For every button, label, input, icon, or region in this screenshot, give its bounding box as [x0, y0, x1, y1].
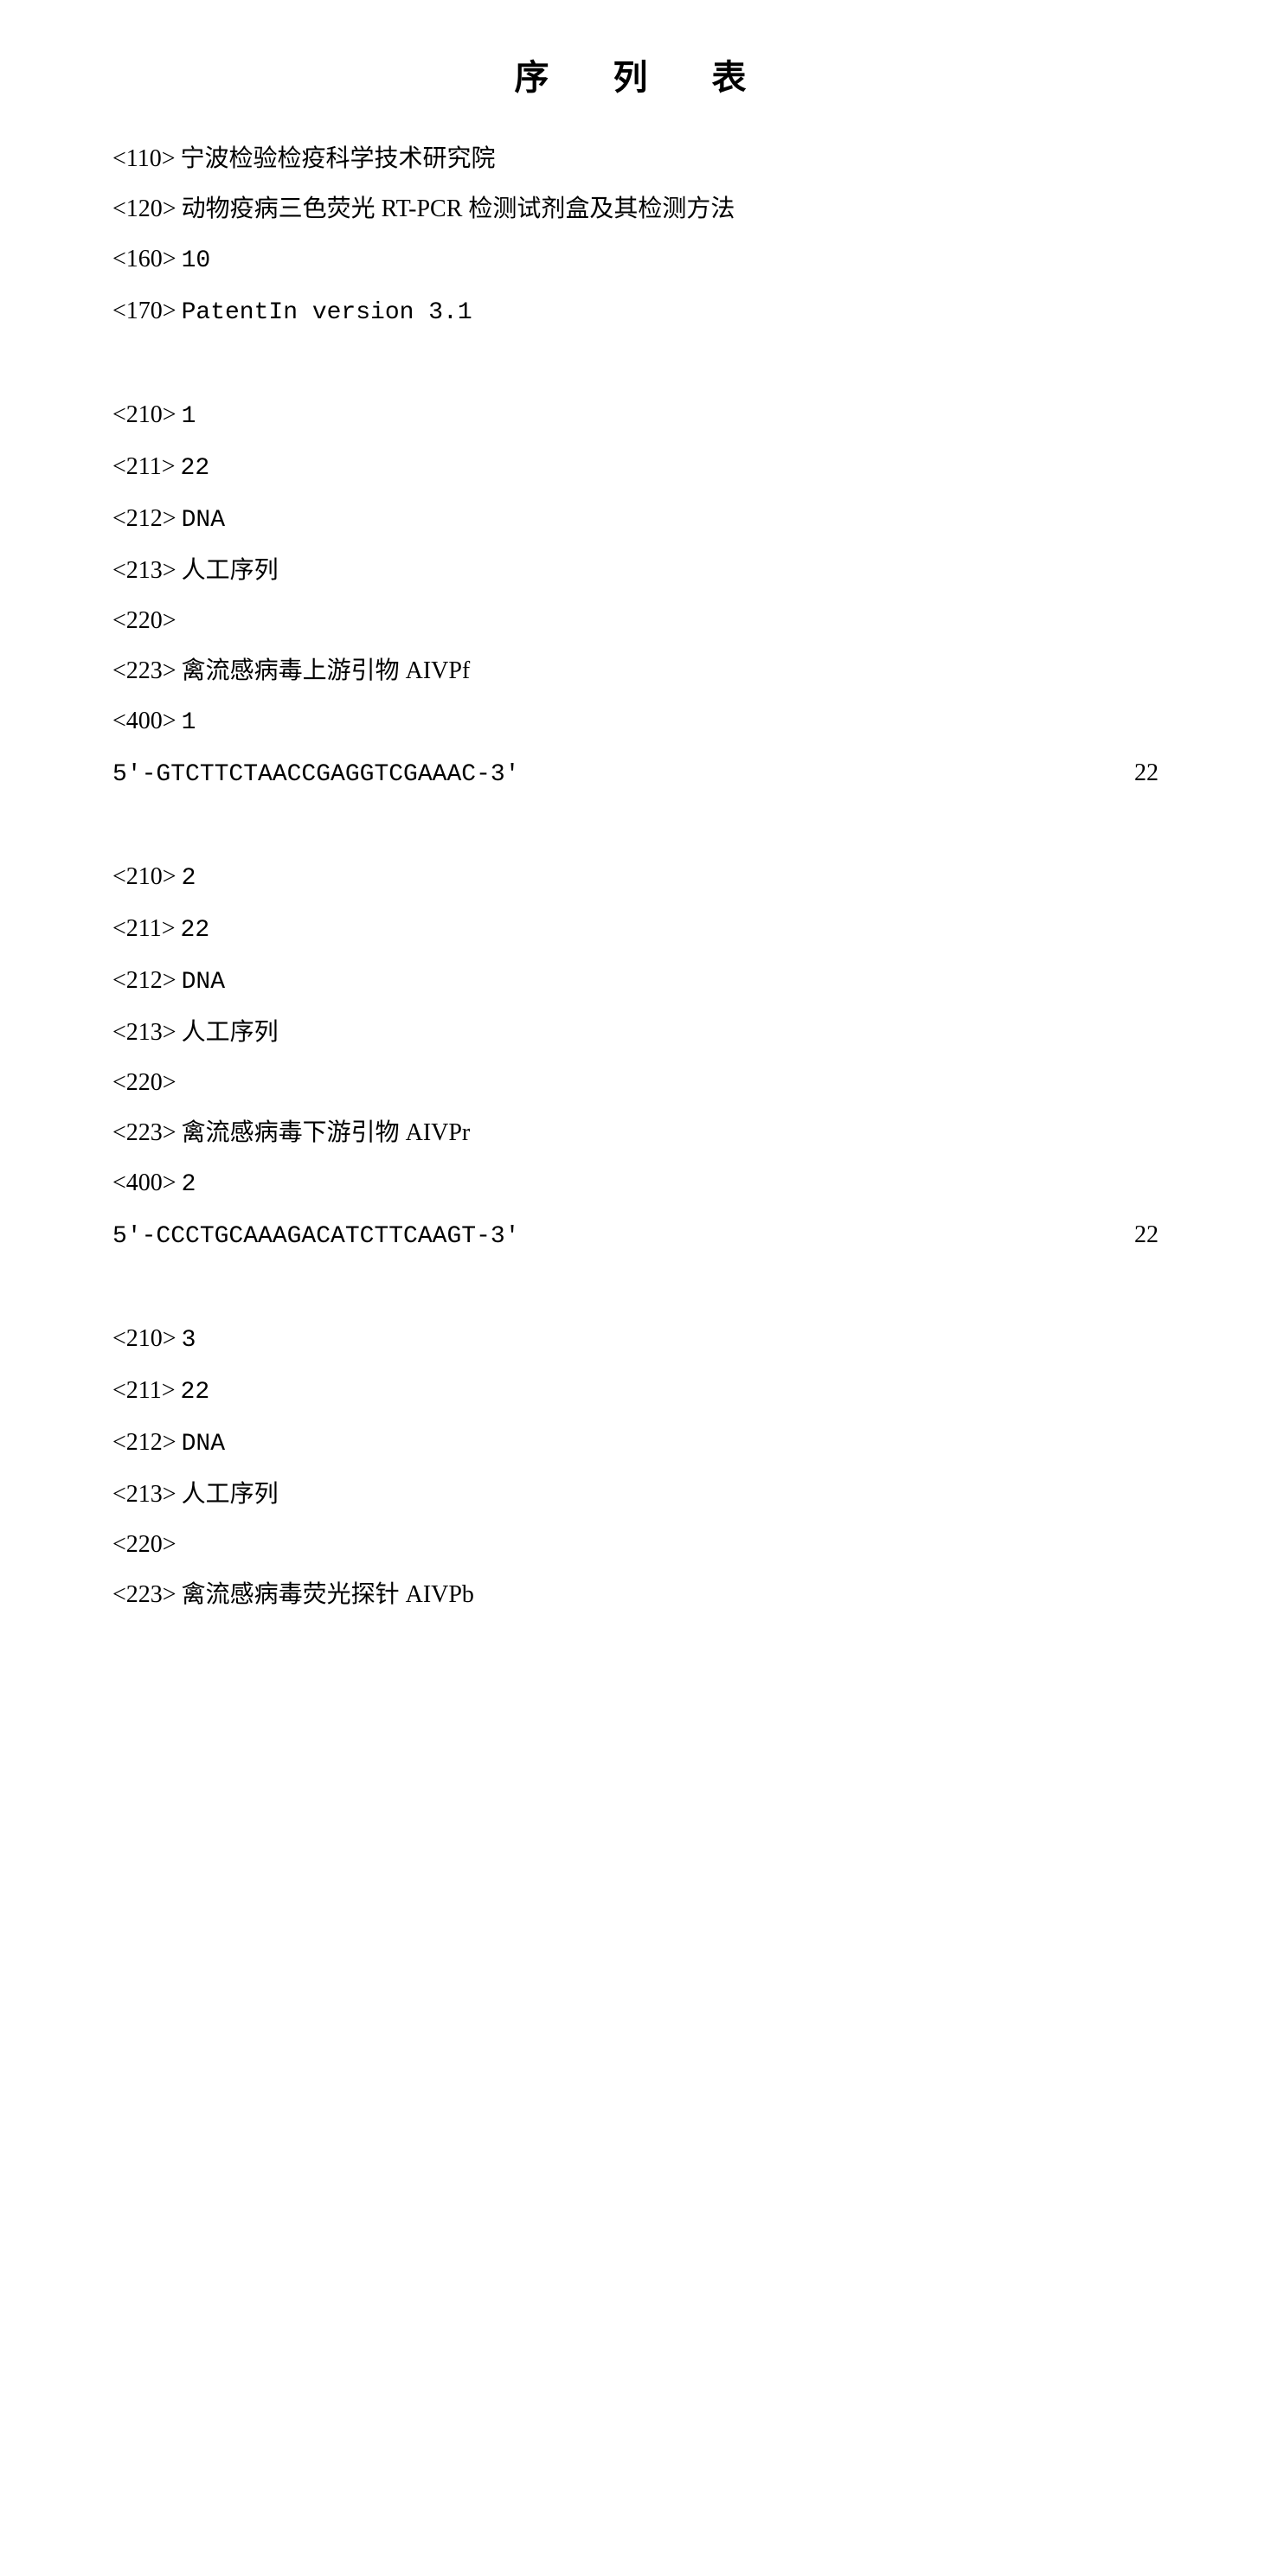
- val-213: 人工序列: [182, 559, 279, 583]
- tag-213: <213>: [112, 559, 177, 583]
- seq2-210: <210> 2: [112, 865, 1176, 891]
- val-223: 禽流感病毒荧光探针 AIVPb: [182, 1583, 474, 1607]
- val-213: 人工序列: [182, 1021, 279, 1045]
- seq1-212: <212> DNA: [112, 507, 1176, 533]
- seq2-sequence-row: 5′-CCCTGCAAAGACATCTTCAAGT-3′ 22: [112, 1223, 1176, 1249]
- val-211: 22: [181, 1381, 210, 1405]
- seq1-400: <400> 1: [112, 709, 1176, 735]
- gap: [112, 1275, 1176, 1327]
- tag-120: <120>: [112, 197, 177, 221]
- val-211: 22: [181, 457, 210, 481]
- tag-212: <212>: [112, 969, 177, 993]
- seq1-213: <213> 人工序列: [112, 559, 1176, 583]
- tag-220: <220>: [112, 1533, 177, 1557]
- seq1-length: 22: [1134, 761, 1176, 785]
- val-110: 宁波检验检疫科学技术研究院: [181, 147, 496, 171]
- val-170: PatentIn version 3.1: [182, 301, 472, 325]
- seq2-212: <212> DNA: [112, 969, 1176, 995]
- val-212: DNA: [182, 1432, 225, 1457]
- tag-223: <223>: [112, 1583, 177, 1607]
- tag-400: <400>: [112, 709, 177, 734]
- tag-160: <160>: [112, 247, 177, 272]
- val-400: 1: [182, 711, 196, 735]
- seq1-220: <220>: [112, 609, 1176, 633]
- tag-220: <220>: [112, 609, 177, 633]
- val-223: 禽流感病毒上游引物 AIVPf: [182, 659, 471, 683]
- tag-211: <211>: [112, 917, 176, 941]
- seq1-211: <211> 22: [112, 455, 1176, 481]
- seq1-210: <210> 1: [112, 403, 1176, 429]
- val-213: 人工序列: [182, 1483, 279, 1507]
- tag-213: <213>: [112, 1021, 177, 1045]
- tag-400: <400>: [112, 1171, 177, 1195]
- entry-120: <120> 动物疫病三色荧光 RT-PCR 检测试剂盒及其检测方法: [112, 197, 1176, 221]
- seq3-212: <212> DNA: [112, 1431, 1176, 1457]
- val-210: 2: [182, 867, 196, 891]
- seq2-400: <400> 2: [112, 1171, 1176, 1197]
- val-212: DNA: [182, 971, 225, 995]
- seq2-sequence: 5′-CCCTGCAAAGACATCTTCAAGT-3′: [112, 1225, 519, 1249]
- tag-110: <110>: [112, 147, 176, 171]
- seq2-223: <223> 禽流感病毒下游引物 AIVPr: [112, 1121, 1176, 1145]
- val-160: 10: [182, 249, 211, 273]
- seq3-223: <223> 禽流感病毒荧光探针 AIVPb: [112, 1583, 1176, 1607]
- val-223: 禽流感病毒下游引物 AIVPr: [182, 1121, 471, 1145]
- seq1-223: <223> 禽流感病毒上游引物 AIVPf: [112, 659, 1176, 683]
- seq2-220: <220>: [112, 1071, 1176, 1095]
- val-210: 3: [182, 1329, 196, 1353]
- tag-220: <220>: [112, 1071, 177, 1095]
- val-212: DNA: [182, 509, 225, 533]
- gap: [112, 813, 1176, 865]
- val-211: 22: [181, 919, 210, 943]
- seq1-sequence: 5′-GTCTTCTAACCGAGGTCGAAAC-3′: [112, 763, 519, 787]
- seq3-210: <210> 3: [112, 1327, 1176, 1353]
- tag-211: <211>: [112, 1379, 176, 1403]
- tag-223: <223>: [112, 659, 177, 683]
- tag-170: <170>: [112, 299, 177, 324]
- tag-213: <213>: [112, 1483, 177, 1507]
- tag-212: <212>: [112, 1431, 177, 1455]
- val-120: 动物疫病三色荧光 RT-PCR 检测试剂盒及其检测方法: [182, 197, 735, 221]
- entry-170: <170> PatentIn version 3.1: [112, 299, 1176, 325]
- tag-210: <210>: [112, 1327, 177, 1351]
- tag-223: <223>: [112, 1121, 177, 1145]
- val-400: 2: [182, 1173, 196, 1197]
- val-210: 1: [182, 405, 196, 429]
- seq2-211: <211> 22: [112, 917, 1176, 943]
- tag-212: <212>: [112, 507, 177, 531]
- tag-210: <210>: [112, 865, 177, 889]
- seq3-211: <211> 22: [112, 1379, 1176, 1405]
- seq2-213: <213> 人工序列: [112, 1021, 1176, 1045]
- seq3-213: <213> 人工序列: [112, 1483, 1176, 1507]
- seq1-sequence-row: 5′-GTCTTCTAACCGAGGTCGAAAC-3′ 22: [112, 761, 1176, 787]
- seq2-length: 22: [1134, 1223, 1176, 1247]
- page-title: 序 列 表: [112, 61, 1176, 95]
- seq3-220: <220>: [112, 1533, 1176, 1557]
- entry-160: <160> 10: [112, 247, 1176, 273]
- tag-211: <211>: [112, 455, 176, 479]
- tag-210: <210>: [112, 403, 177, 427]
- entry-110: <110> 宁波检验检疫科学技术研究院: [112, 147, 1176, 171]
- gap: [112, 351, 1176, 403]
